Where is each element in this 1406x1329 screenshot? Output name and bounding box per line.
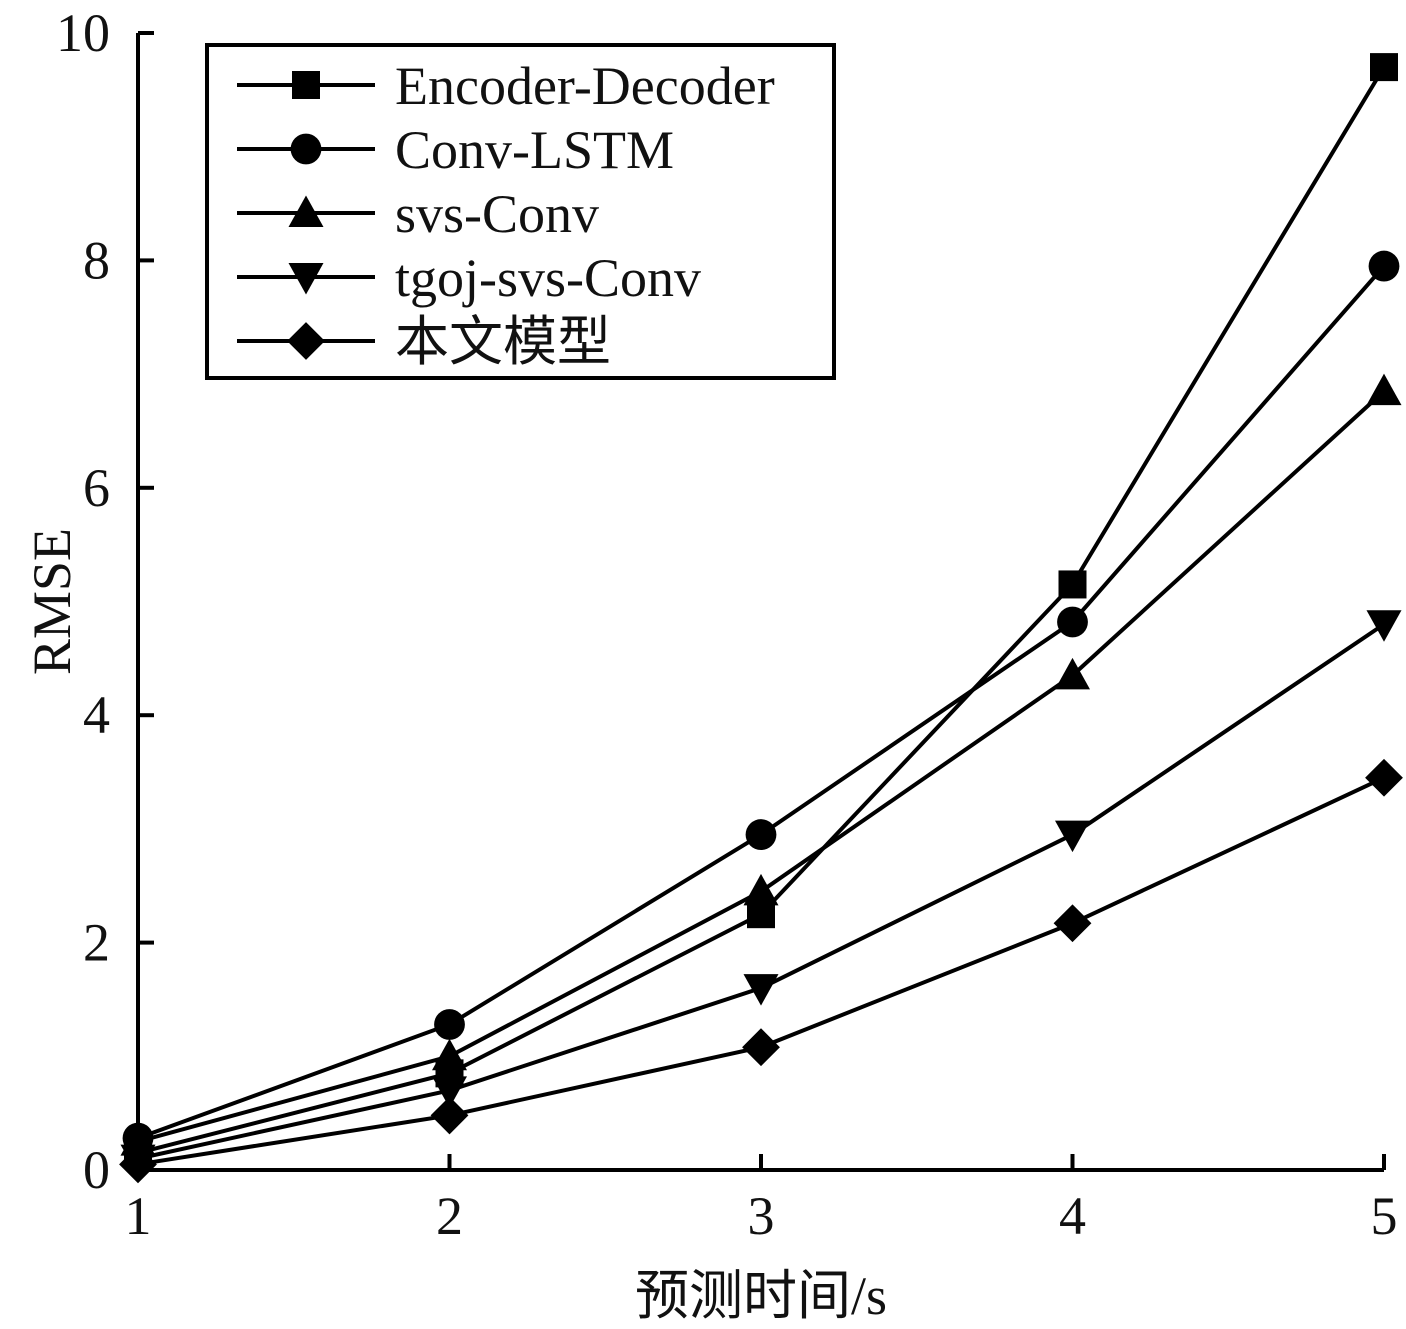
legend-marker-0 <box>292 71 320 99</box>
data-point-4-3 <box>1053 904 1092 943</box>
data-point-4-2 <box>742 1028 780 1067</box>
legend-label-4: 本文模型 <box>395 312 611 372</box>
x-tick-label: 2 <box>436 1186 463 1246</box>
data-point-0-4 <box>1370 53 1398 82</box>
data-point-2-1 <box>432 1038 467 1071</box>
series-line-1 <box>137 264 1386 1141</box>
data-point-3-2 <box>743 974 779 1006</box>
y-tick-label: 0 <box>83 1140 110 1200</box>
legend-label-2: svs-Conv <box>395 184 599 244</box>
legend-marker-1 <box>290 133 322 165</box>
legend: Encoder-DecoderConv-LSTMsvs-Convtgoj-svs… <box>205 43 836 380</box>
data-point-2-2 <box>743 873 779 906</box>
data-point-1-2 <box>745 819 777 850</box>
data-point-3-4 <box>1366 610 1402 642</box>
data-point-1-3 <box>1057 606 1088 638</box>
data-point-4-1 <box>430 1096 469 1135</box>
y-tick-label: 2 <box>83 913 110 973</box>
y-ticks: 0 2 4 6 8 10 <box>56 3 154 1200</box>
legend-marker-4 <box>287 322 325 360</box>
data-point-3-3 <box>1055 820 1090 853</box>
data-point-1-4 <box>1368 250 1400 282</box>
legend-label-1: Conv-LSTM <box>395 120 674 180</box>
y-tick-label: 6 <box>83 458 110 518</box>
x-ticks: 1 2 3 4 5 <box>125 1154 1398 1246</box>
legend-marker-2 <box>288 195 324 227</box>
data-point-4-4 <box>1365 758 1403 797</box>
data-point-2-4 <box>1366 373 1402 406</box>
x-tick-label: 5 <box>1371 1186 1398 1246</box>
x-tick-label: 3 <box>748 1186 775 1246</box>
data-point-2-3 <box>1055 657 1090 690</box>
data-point-1-1 <box>434 1009 465 1040</box>
legend-marker-3 <box>288 263 324 295</box>
legend-label-3: tgoj-svs-Conv <box>395 248 701 308</box>
x-tick-label: 1 <box>125 1186 152 1246</box>
y-tick-label: 10 <box>56 3 110 63</box>
x-tick-label: 4 <box>1059 1186 1086 1246</box>
y-tick-label: 4 <box>83 685 110 745</box>
data-point-4-0 <box>119 1145 157 1184</box>
x-axis-title: 预测时间/s <box>635 1266 887 1326</box>
data-point-0-3 <box>1058 570 1087 599</box>
y-axis-title: RMSE <box>22 528 82 675</box>
y-tick-label: 8 <box>83 230 110 290</box>
data-point-3-1 <box>432 1076 467 1108</box>
legend-label-0: Encoder-Decoder <box>395 56 775 116</box>
series-markers <box>119 53 1403 1184</box>
